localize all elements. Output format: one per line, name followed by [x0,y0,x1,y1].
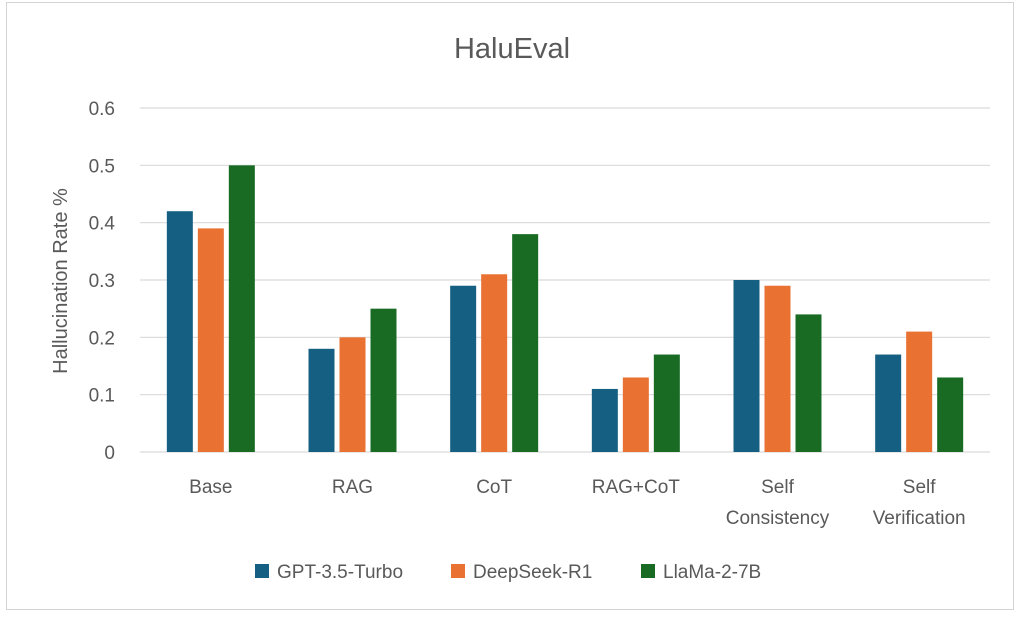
x-axis-ticks: Base RAG CoT RAG+CoT Self Consistency Self Veri… [189,477,965,529]
legend-label: LlaMa-2-7B [663,562,761,583]
y-axis-label: Hallucination Rate % [50,188,72,374]
legend-label: DeepSeek-R1 [473,562,592,583]
bar-llama-2-7b-2 [512,234,539,452]
gridlines [140,107,990,453]
x-tick-label: CoT [476,477,512,498]
x-tick-label: Self [761,477,794,498]
bar-gpt-3-5-turbo-3 [591,388,618,452]
bar-deepseek-r1-2 [481,274,508,452]
bar-gpt-3-5-turbo-2 [450,285,477,452]
bar-deepseek-r1-1 [339,337,366,452]
bar-llama-2-7b-5 [937,377,964,452]
bar-llama-2-7b-0 [228,165,255,453]
y-tick-label: 0.6 [89,99,115,120]
bar-gpt-3-5-turbo-0 [166,211,193,452]
y-axis-ticks: 0 0.1 0.2 0.3 0.4 0.5 0.6 [89,99,116,464]
y-tick-label: 0.4 [89,214,116,235]
bar-deepseek-r1-4 [764,285,791,452]
y-tick-label: 0.3 [89,271,115,292]
bar-gpt-3-5-turbo-5 [875,354,902,452]
x-tick-label: RAG+CoT [592,477,681,498]
legend-swatch [641,564,655,578]
x-tick-label: Verification [873,508,966,529]
legend-swatch [451,564,465,578]
chart-title: HaluEval [454,33,570,65]
y-tick-label: 0.5 [89,156,115,177]
x-tick-label: Self [903,477,936,498]
bar-gpt-3-5-turbo-4 [733,280,760,452]
y-tick-label: 0 [104,443,115,464]
legend-swatch [255,564,269,578]
bar-llama-2-7b-3 [653,354,680,452]
bar-gpt-3-5-turbo-1 [308,348,335,452]
bar-llama-2-7b-4 [795,314,822,452]
x-tick-label: Consistency [726,508,830,529]
bar-deepseek-r1-3 [622,377,649,452]
x-tick-label: Base [189,477,232,498]
bars [166,165,964,453]
legend-label: GPT-3.5-Turbo [277,562,403,583]
bar-llama-2-7b-1 [370,308,397,452]
y-tick-label: 0.2 [89,328,115,349]
y-tick-label: 0.1 [89,386,115,407]
bar-deepseek-r1-5 [906,331,933,452]
x-tick-label: RAG [332,477,373,498]
bar-deepseek-r1-0 [197,228,224,452]
legend: GPT-3.5-Turbo DeepSeek-R1 LlaMa-2-7B [255,562,761,583]
